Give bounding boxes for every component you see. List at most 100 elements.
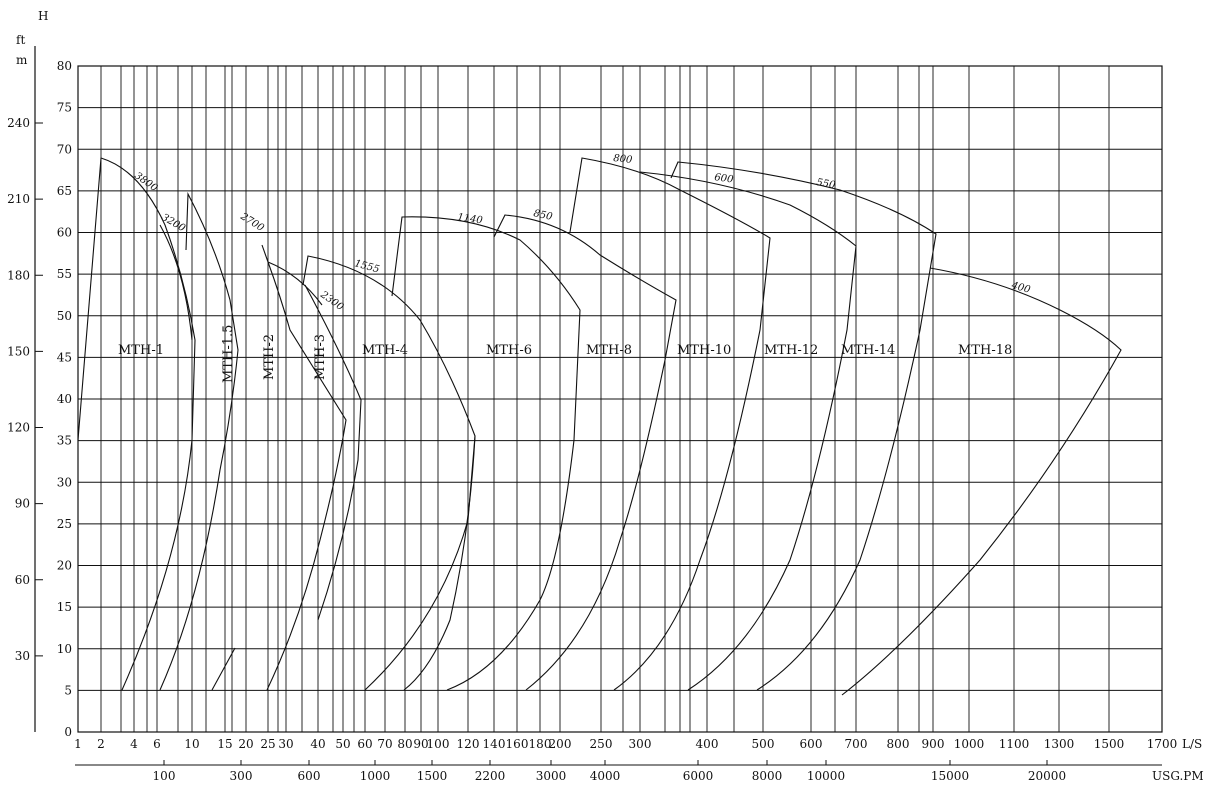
m-tick-label: 50 bbox=[57, 309, 72, 323]
model-label-mth-10: MTH-10 bbox=[677, 343, 731, 358]
curve-mth-1-envelope bbox=[77, 157, 196, 691]
curve-mth-2-envelope bbox=[261, 244, 347, 691]
ft-tick-label: 180 bbox=[7, 268, 30, 282]
m-tick-label: 40 bbox=[57, 392, 72, 406]
ls-tick-label: 90 bbox=[413, 737, 428, 751]
ls-tick-label: 80 bbox=[397, 737, 412, 751]
curve-mth-8-envelope bbox=[569, 157, 771, 691]
usgpm-tick-label: 1500 bbox=[417, 769, 448, 783]
ft-tick-labels: 30 60 90 120 150 180 210 240 bbox=[7, 116, 43, 663]
ls-tick-label: 120 bbox=[457, 737, 480, 751]
ls-tick-label: 400 bbox=[696, 737, 719, 751]
model-label-mth-4: MTH-4 bbox=[362, 343, 408, 358]
usgpm-tick-label: 8000 bbox=[752, 769, 783, 783]
ls-tick-label: 6 bbox=[153, 737, 161, 751]
speed-label-400: 400 bbox=[1009, 280, 1032, 296]
model-label-mth-14: MTH-14 bbox=[841, 343, 895, 358]
usgpm-tick-label: 20000 bbox=[1028, 769, 1066, 783]
speed-label-1555: 1555 bbox=[353, 258, 380, 275]
model-label-mth-8: MTH-8 bbox=[586, 343, 632, 358]
curve-mth-1-inner bbox=[159, 224, 193, 341]
speed-label-550: 550 bbox=[815, 177, 836, 191]
curve-mth-4-envelope bbox=[364, 216, 581, 691]
usgpm-tick-label: 100 bbox=[153, 769, 176, 783]
ft-tick-label: 30 bbox=[15, 649, 30, 663]
ft-tick-label: 90 bbox=[15, 497, 30, 511]
usgpm-tick-label: 3000 bbox=[536, 769, 567, 783]
m-tick-label: 55 bbox=[57, 267, 72, 281]
usgpm-tick-label: 15000 bbox=[931, 769, 969, 783]
speed-label-800: 800 bbox=[613, 153, 634, 166]
ls-tick-label: 180 bbox=[529, 737, 552, 751]
ft-tick-label: 240 bbox=[7, 116, 30, 130]
usgpm-tick-label: 2200 bbox=[475, 769, 506, 783]
m-tick-label: 70 bbox=[57, 142, 72, 156]
x-unit-ls: L/S bbox=[1182, 737, 1202, 751]
ft-tick-label: 60 bbox=[15, 573, 30, 587]
m-tick-label: 65 bbox=[57, 184, 72, 198]
curve-mth-3-envelope bbox=[302, 255, 476, 691]
m-tick-label: 30 bbox=[57, 475, 72, 489]
usgpm-tick-label: 4000 bbox=[590, 769, 621, 783]
curve-mth-18-envelope bbox=[841, 267, 1122, 696]
ls-tick-label: 800 bbox=[887, 737, 910, 751]
x-unit-usgpm: USG.PM bbox=[1152, 769, 1204, 783]
m-tick-label: 60 bbox=[57, 226, 72, 240]
speed-label-1140: 1140 bbox=[457, 212, 484, 227]
usgpm-tick-label: 300 bbox=[230, 769, 253, 783]
m-tick-label: 10 bbox=[57, 642, 72, 656]
usgpm-tick-label: 600 bbox=[298, 769, 321, 783]
m-tick-label: 15 bbox=[57, 600, 72, 614]
ls-tick-label: 1300 bbox=[1044, 737, 1075, 751]
speed-label-2700: 2700 bbox=[238, 211, 267, 235]
usgpm-tick-labels: 100 300 600 1000 1500 2200 3000 4000 6000 8000 100… bbox=[153, 760, 1066, 783]
ft-tick-label: 150 bbox=[7, 344, 30, 358]
m-tick-labels: 0 5 10 15 20 25 30 35 40 45 50 55 60 65 70 75 80 bbox=[57, 59, 72, 739]
ls-tick-label: 1 bbox=[74, 737, 82, 751]
ls-tick-label: 4 bbox=[130, 737, 138, 751]
ls-tick-label: 40 bbox=[310, 737, 325, 751]
speed-label-2300: 2300 bbox=[317, 289, 345, 314]
model-label-mth-2: MTH-2 bbox=[262, 334, 277, 380]
ls-tick-label: 160 bbox=[506, 737, 529, 751]
speed-labels: 3800 3200 2700 2300 1555 1140 850 800 60… bbox=[132, 153, 1032, 313]
ls-tick-label: 25 bbox=[260, 737, 275, 751]
curve-mth-6-envelope bbox=[493, 214, 677, 691]
model-label-mth-18: MTH-18 bbox=[958, 343, 1012, 358]
curve-mth-3-lower bbox=[304, 284, 362, 621]
speed-label-600: 600 bbox=[714, 172, 735, 186]
ls-tick-label: 200 bbox=[549, 737, 572, 751]
ft-tick-label: 210 bbox=[7, 192, 30, 206]
m-tick-label: 80 bbox=[57, 59, 72, 73]
ls-tick-label: 1700 bbox=[1147, 737, 1178, 751]
ls-tick-label: 1100 bbox=[999, 737, 1030, 751]
axis-label-m: m bbox=[16, 53, 28, 67]
model-label-mth-3: MTH-3 bbox=[313, 334, 328, 380]
curve-mth-1-5-envelope bbox=[159, 191, 239, 691]
ls-tick-label: 700 bbox=[845, 737, 868, 751]
usgpm-tick-label: 1000 bbox=[360, 769, 391, 783]
usgpm-tick-label: 10000 bbox=[807, 769, 845, 783]
ls-tick-label: 100 bbox=[427, 737, 450, 751]
ls-tick-label: 50 bbox=[335, 737, 350, 751]
m-tick-label: 75 bbox=[57, 101, 72, 115]
model-labels: MTH-1 MTH-1.5 MTH-2 MTH-3 MTH-4 MTH-6 MT… bbox=[118, 325, 1012, 383]
usgpm-tick-label: 6000 bbox=[683, 769, 714, 783]
model-label-mth-1-5: MTH-1.5 bbox=[221, 325, 236, 383]
m-tick-label: 20 bbox=[57, 559, 72, 573]
ls-tick-label: 60 bbox=[357, 737, 372, 751]
ls-tick-label: 1000 bbox=[954, 737, 985, 751]
model-label-mth-1: MTH-1 bbox=[118, 343, 164, 358]
m-tick-label: 35 bbox=[57, 434, 72, 448]
ls-tick-label: 300 bbox=[629, 737, 652, 751]
ls-tick-label: 70 bbox=[377, 737, 392, 751]
ls-tick-label: 20 bbox=[238, 737, 253, 751]
ls-tick-label: 10 bbox=[184, 737, 199, 751]
m-tick-label: 25 bbox=[57, 517, 72, 531]
m-tick-label: 45 bbox=[57, 350, 72, 364]
ls-tick-label: 140 bbox=[483, 737, 506, 751]
ls-tick-label: 900 bbox=[922, 737, 945, 751]
curve-mth-1-5-bottom-stub bbox=[211, 647, 236, 691]
